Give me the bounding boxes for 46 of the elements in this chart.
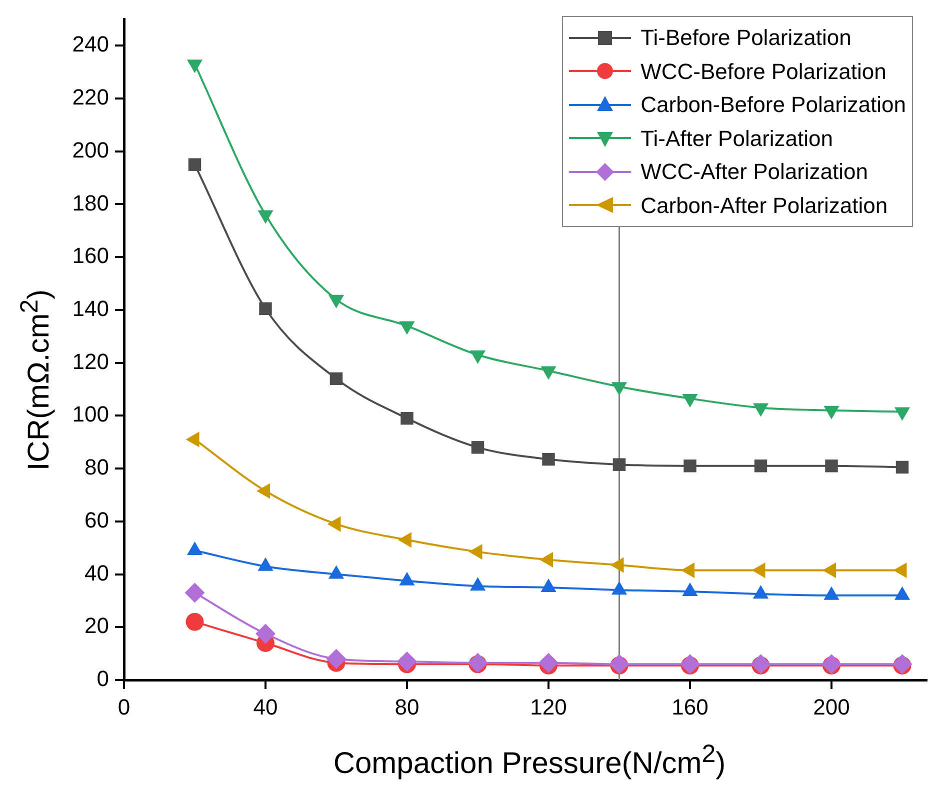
legend-label: WCC-After Polarization bbox=[640, 158, 868, 186]
point bbox=[538, 652, 558, 673]
point bbox=[542, 452, 555, 466]
point bbox=[471, 441, 484, 454]
point bbox=[184, 582, 205, 603]
point bbox=[400, 412, 414, 425]
y-tick-label: 20 bbox=[84, 613, 109, 638]
y-tick-label: 220 bbox=[72, 84, 109, 110]
point bbox=[328, 294, 344, 308]
point bbox=[259, 302, 272, 315]
y-tick-label: 100 bbox=[72, 402, 109, 427]
x-tick-label: 160 bbox=[672, 694, 708, 720]
legend-label: Carbon-After Polarization bbox=[640, 192, 888, 220]
legend-label: Ti-Before Polarization bbox=[640, 24, 852, 52]
x-tick-label: 40 bbox=[253, 694, 278, 720]
legend-label: WCC-Before Polarization bbox=[640, 58, 886, 86]
y-tick-label: 140 bbox=[72, 296, 109, 322]
legend-label: Carbon-Before Polarization bbox=[640, 91, 906, 119]
point bbox=[188, 158, 202, 171]
x-tick-label: 0 bbox=[118, 694, 130, 720]
y-tick-label: 80 bbox=[84, 454, 109, 480]
point bbox=[186, 60, 203, 74]
y-tick-label: 160 bbox=[72, 243, 109, 268]
y-tick-label: 200 bbox=[72, 137, 109, 162]
point bbox=[258, 210, 274, 224]
point bbox=[825, 460, 838, 472]
point bbox=[330, 372, 343, 386]
x-tick-label: 120 bbox=[530, 694, 567, 720]
point bbox=[326, 648, 346, 669]
y-tick-label: 180 bbox=[72, 190, 109, 216]
y-tick-label: 0 bbox=[96, 666, 109, 692]
y-tick-label: 240 bbox=[72, 32, 109, 57]
point bbox=[396, 651, 417, 672]
point bbox=[186, 612, 204, 631]
x-axis-title: Compaction Pressure(N/cm$^{2}$) bbox=[332, 740, 727, 781]
x-tick-label: 200 bbox=[813, 694, 850, 720]
point bbox=[754, 460, 768, 472]
legend-label: Ti-After Polarization bbox=[640, 124, 833, 152]
point bbox=[896, 460, 909, 474]
point bbox=[612, 458, 626, 471]
y-tick-label: 40 bbox=[84, 560, 109, 586]
point bbox=[256, 624, 276, 644]
y-tick-label: 120 bbox=[72, 348, 109, 374]
point bbox=[684, 460, 696, 472]
y-tick-label: 60 bbox=[84, 507, 109, 532]
x-tick-label: 80 bbox=[394, 694, 420, 720]
